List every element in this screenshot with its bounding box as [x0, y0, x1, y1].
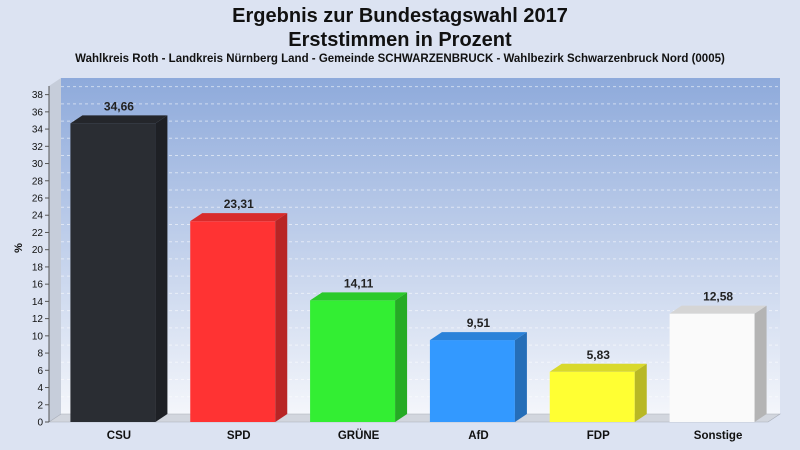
- bar-grüne: [310, 300, 396, 422]
- plot-side-wall: [49, 78, 61, 422]
- plot-background: [61, 78, 780, 414]
- data-label: 12,58: [703, 290, 733, 304]
- data-label: 9,51: [467, 316, 491, 330]
- y-tick-label: 8: [37, 349, 43, 360]
- bar-side: [754, 305, 767, 422]
- chart-title: Ergebnis zur Bundestagswahl 2017: [232, 5, 568, 27]
- y-axis-label: %: [13, 243, 25, 253]
- y-tick-label: 32: [32, 142, 44, 153]
- x-tick-label: AfD: [468, 430, 488, 442]
- y-tick-label: 36: [32, 107, 44, 118]
- y-tick-label: 18: [32, 262, 44, 273]
- bar-top: [429, 332, 527, 341]
- data-label: 23,31: [224, 197, 254, 211]
- y-tick-label: 10: [32, 331, 44, 342]
- y-tick-label: 22: [32, 228, 44, 239]
- y-tick-label: 12: [32, 314, 44, 325]
- x-tick-label: SPD: [227, 430, 251, 442]
- x-tick-label: Sonstige: [694, 430, 743, 442]
- x-tick-label: FDP: [587, 430, 610, 442]
- bar-top: [310, 292, 408, 301]
- y-tick-label: 16: [32, 280, 44, 291]
- data-label: 14,11: [344, 276, 374, 290]
- y-tick-label: 0: [37, 418, 43, 429]
- bar-afd: [429, 340, 515, 422]
- bar-top: [70, 115, 168, 124]
- y-tick-label: 38: [32, 90, 44, 101]
- bar-top: [669, 305, 767, 314]
- y-tick-label: 4: [37, 383, 43, 394]
- data-label: 5,83: [587, 348, 611, 362]
- y-tick-label: 24: [32, 211, 44, 222]
- bar-side: [634, 363, 647, 422]
- y-tick-label: 26: [32, 194, 44, 205]
- y-tick-label: 20: [32, 245, 44, 256]
- y-tick-label: 28: [32, 176, 44, 187]
- chart-title-line2: Erststimmen in Prozent: [288, 29, 512, 51]
- data-label: 34,66: [104, 99, 134, 113]
- bar-side: [275, 213, 288, 422]
- bar-top: [190, 213, 288, 222]
- y-tick-label: 2: [37, 400, 43, 411]
- x-tick-label: GRÜNE: [338, 429, 380, 442]
- y-tick-label: 34: [32, 125, 44, 136]
- x-tick-label: CSU: [107, 430, 131, 442]
- chart-subtitle: Wahlkreis Roth - Landkreis Nürnberg Land…: [75, 53, 725, 65]
- bar-side: [395, 292, 408, 422]
- bar-fdp: [549, 371, 635, 422]
- bar-top: [549, 363, 647, 372]
- bar-side: [155, 115, 168, 422]
- bar-csu: [70, 123, 156, 422]
- bar-side: [514, 332, 527, 422]
- bar-sonstige: [669, 313, 755, 422]
- y-tick-label: 6: [37, 366, 43, 377]
- bar-spd: [190, 221, 276, 422]
- y-tick-label: 30: [32, 159, 44, 170]
- y-tick-label: 14: [32, 297, 44, 308]
